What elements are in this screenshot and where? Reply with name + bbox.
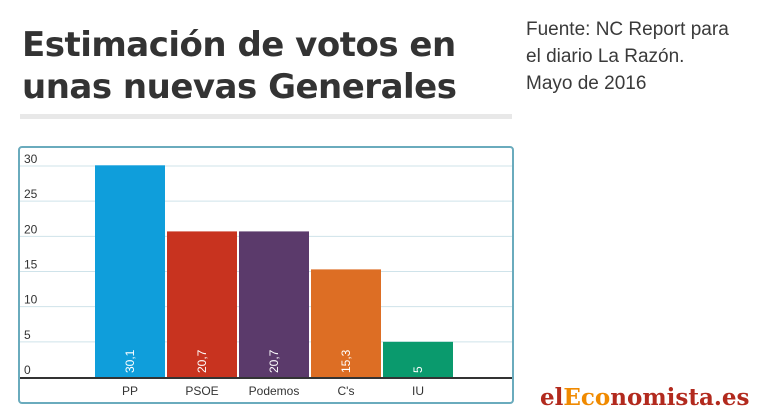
- y-tick-label: 10: [24, 293, 38, 307]
- x-tick-label-3: C's: [338, 384, 355, 398]
- y-tick-label: 30: [24, 152, 38, 166]
- bar-value-label-2: 20,7: [267, 349, 281, 373]
- y-tick-label: 5: [24, 328, 31, 342]
- bar-4: [383, 341, 453, 377]
- y-tick-label: 0: [24, 363, 31, 377]
- chart-title-line-1: Estimación de votos en: [22, 25, 456, 65]
- y-tick-label: 15: [24, 258, 38, 272]
- bar-value-label-3: 15,3: [339, 349, 353, 373]
- x-tick-label-2: Podemos: [249, 384, 300, 398]
- y-tick-label: 25: [24, 187, 38, 201]
- x-tick-label-1: PSOE: [185, 384, 218, 398]
- source-line-3: Mayo de 2016: [526, 73, 647, 94]
- bar-value-label-0: 30,1: [123, 349, 137, 373]
- bar-0: [95, 165, 165, 377]
- bar-2: [239, 231, 309, 377]
- bar-3: [311, 269, 381, 377]
- source-line-1: Fuente: NC Report para: [526, 19, 729, 40]
- chart-frame: 0 5 10 15 20 25 30 30,1 PP 20,7 PSOE 20,7 Podemos 15,…: [18, 146, 514, 404]
- logo-part-1: el: [540, 384, 564, 411]
- title-underline: [20, 114, 512, 119]
- source-note: Fuente: NC Report para el diario La Razó…: [526, 16, 766, 97]
- chart-title: Estimación de votos en unas nuevas Gener…: [22, 24, 492, 108]
- bar-chart: 0 5 10 15 20 25 30 30,1 PP 20,7 PSOE 20,7 Podemos 15,…: [20, 152, 512, 398]
- y-tick-label: 20: [24, 222, 38, 236]
- bar-value-label-4: 5: [411, 366, 425, 373]
- x-tick-label-0: PP: [122, 384, 138, 398]
- logo-part-3: nomista.es: [610, 384, 750, 411]
- x-tick-label-4: IU: [412, 384, 424, 398]
- eleconomista-logo: elEconomista.es: [540, 384, 749, 412]
- bar-1: [167, 231, 237, 377]
- bar-value-label-1: 20,7: [195, 349, 209, 373]
- logo-part-2: Eco: [563, 384, 611, 411]
- chart-title-line-2: unas nuevas Generales: [22, 67, 457, 107]
- source-line-2: el diario La Razón.: [526, 46, 685, 67]
